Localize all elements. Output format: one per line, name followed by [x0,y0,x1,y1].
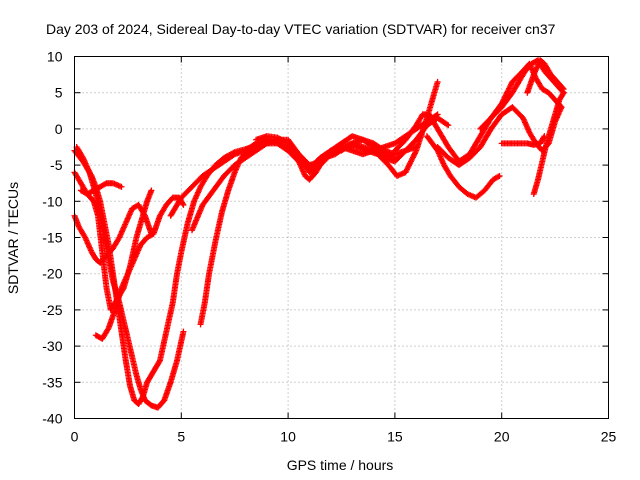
data-point [559,85,566,92]
data-point [148,187,155,194]
y-tick-label: -5 [50,157,63,173]
y-tick-label: 0 [55,121,63,137]
data-point [180,201,187,208]
data-point [444,121,451,128]
data-point [495,173,502,180]
series-track-17 [524,57,567,96]
x-tick-label: 25 [601,429,617,445]
y-tick-label: -40 [42,411,62,427]
data-point [559,90,566,97]
chart-title: Day 203 of 2024, Sidereal Day-to-day VTE… [46,21,556,37]
series-track-16 [530,89,567,198]
data-point [496,172,503,179]
x-axis-title: GPS time / hours [287,457,394,473]
series-track-14 [477,57,567,132]
series-track-2 [73,144,187,411]
y-tick-label: -10 [42,193,62,209]
data-point [434,78,441,85]
y-tick-label: 5 [55,85,63,101]
x-tick-label: 20 [494,429,510,445]
data-point [445,122,452,129]
y-tick-label: -20 [42,266,62,282]
x-tick-label: 10 [280,429,296,445]
y-axis-title: SDTVAR / TECUs [5,182,21,294]
y-tick-label: -35 [42,374,62,390]
series-track-5 [77,180,125,198]
plot-markers [71,57,567,411]
axis-ticks: 0 5 10 15 20 25 10 5 0 -5 -10 -15 -20 -25 -30 -35 -40 [42,49,616,445]
x-tick-label: 0 [71,429,79,445]
series-track-4 [71,201,155,266]
series-track-11 [423,133,503,201]
series-track-15 [498,133,548,148]
data-point [560,86,567,93]
y-tick-label: 10 [47,49,63,65]
data-point [118,183,125,190]
x-tick-label: 15 [387,429,403,445]
y-tick-label: -25 [42,302,62,318]
series-track-6 [92,194,187,342]
data-point [156,358,163,365]
x-tick-label: 5 [177,429,185,445]
y-tick-label: -30 [42,338,62,354]
data-point [180,328,187,335]
data-point [179,200,186,207]
data-point [413,144,420,150]
series-track-18 [338,136,420,158]
y-tick-label: -15 [42,230,62,246]
